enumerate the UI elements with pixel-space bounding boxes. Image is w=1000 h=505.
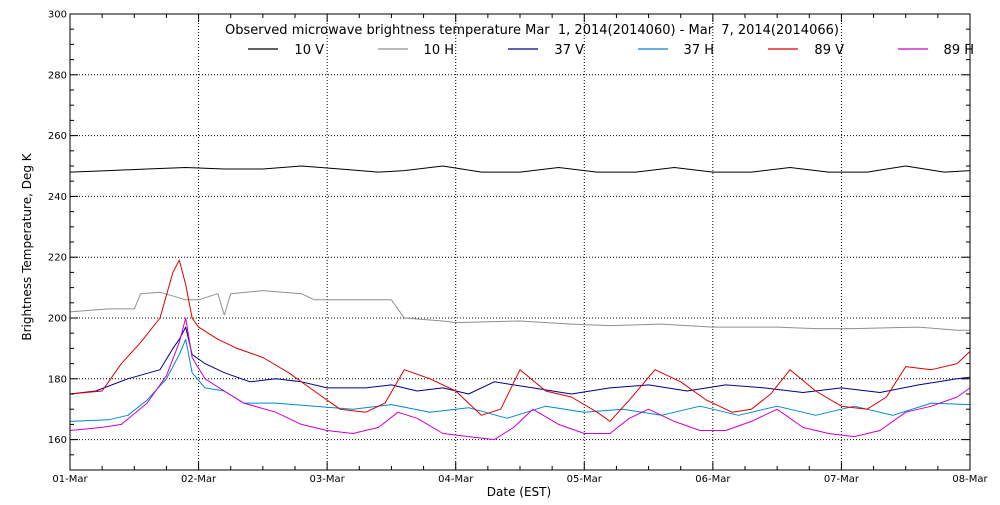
y-tick-label: 220 bbox=[48, 253, 67, 264]
x-tick-label: 01-Mar bbox=[52, 474, 88, 485]
legend-label: 10 H bbox=[424, 43, 454, 58]
series-line-89-v bbox=[69, 259, 971, 422]
x-tick-label: 04-Mar bbox=[438, 474, 474, 485]
x-tick-label: 02-Mar bbox=[181, 474, 217, 485]
legend-label: 37 V bbox=[554, 43, 584, 58]
x-tick-label: 07-Mar bbox=[824, 474, 860, 485]
chart-title: Observed microwave brightness temperatur… bbox=[225, 23, 839, 38]
series-line-37-v bbox=[69, 326, 971, 395]
grid-layer bbox=[70, 14, 970, 470]
series-line-89-h bbox=[69, 317, 971, 441]
tick-layer: 01-Mar 02-Mar 03-Mar 04-Mar 05-Mar 06-Mar 07-M… bbox=[48, 10, 989, 486]
series-line-10-v bbox=[69, 165, 971, 173]
legend-label: 10 V bbox=[294, 43, 324, 58]
legend: 10 V 10 H 37 V 37 H 89 V 89 H bbox=[248, 43, 974, 58]
plot-frame bbox=[69, 13, 971, 471]
x-tick-label: 06-Mar bbox=[695, 474, 731, 485]
series-line-10-h bbox=[69, 290, 970, 331]
x-tick-label: 03-Mar bbox=[310, 474, 346, 485]
y-tick-label: 160 bbox=[48, 435, 67, 446]
x-tick-label: 08-Mar bbox=[952, 474, 988, 485]
y-tick-label: 180 bbox=[48, 374, 67, 385]
series-line-37-h bbox=[69, 338, 971, 422]
y-axis-title: Brightness Temperature, Deg K bbox=[20, 152, 34, 340]
legend-label: 89 H bbox=[944, 43, 974, 58]
y-tick-label: 240 bbox=[48, 192, 67, 203]
y-tick-label: 280 bbox=[48, 70, 67, 81]
legend-label: 89 V bbox=[814, 43, 844, 58]
y-tick-label: 260 bbox=[48, 131, 67, 142]
y-tick-label: 300 bbox=[48, 10, 67, 21]
series-layer bbox=[69, 165, 971, 441]
legend-label: 37 H bbox=[684, 43, 714, 58]
y-tick-label: 200 bbox=[48, 314, 67, 325]
x-axis-title: Date (EST) bbox=[487, 485, 551, 499]
x-tick-label: 05-Mar bbox=[567, 474, 603, 485]
